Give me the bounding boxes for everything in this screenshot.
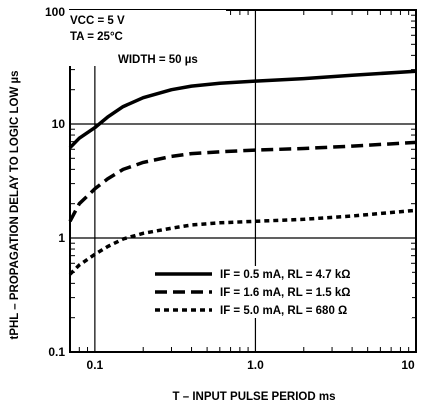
y-axis-label: tPHL – PROPAGATION DELAY TO LOGIC LOW µs <box>9 70 21 339</box>
series-line-dashed <box>68 140 417 223</box>
x-axis-label: T – INPUT PULSE PERIOD ms <box>173 391 336 403</box>
annotation-bg <box>66 10 226 66</box>
x-tick-label: 10 <box>401 358 415 372</box>
legend-label-dotted: IF = 5.0 mA, RL = 680 Ω <box>220 305 347 317</box>
series-line-dotted <box>68 208 417 276</box>
x-tick-label: 0.1 <box>87 358 104 372</box>
legend-label-dashed: IF = 1.6 mA, RL = 1.5 kΩ <box>220 287 350 299</box>
series-layer <box>68 69 417 276</box>
legend-label-solid: IF = 0.5 mA, RL = 4.7 kΩ <box>220 269 350 281</box>
tick-label-layer: 0.1 1.0 10 0.1 1 10 100 <box>45 5 415 372</box>
annotation-width: WIDTH = 50 µs <box>118 54 198 66</box>
y-tick-label: 1 <box>58 231 65 245</box>
y-tick-label: 0.1 <box>48 345 65 359</box>
y-tick-label: 100 <box>45 5 65 19</box>
x-tick-label: 1.0 <box>247 358 264 372</box>
annotation-vcc: VCC = 5 V <box>70 15 125 27</box>
legend: IF = 0.5 mA, RL = 4.7 kΩ IF = 1.6 mA, RL… <box>150 266 412 318</box>
y-tick-label: 10 <box>52 117 66 131</box>
series-line-solid <box>68 69 417 149</box>
plot-frame <box>69 9 417 353</box>
annotation-ta: TA = 25°C <box>70 31 123 43</box>
